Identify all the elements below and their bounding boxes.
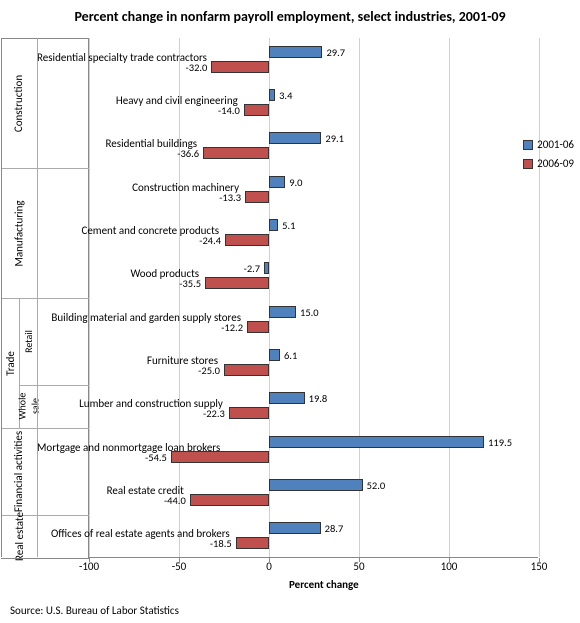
bar [269,46,322,58]
category-label: Mortgage and nonmortgage loan brokers [37,442,165,454]
value-label: 29.7 [326,46,345,59]
value-label: 29.1 [325,132,344,145]
bar [269,522,321,534]
gridline [89,38,90,557]
chart-container: Percent change in nonfarm payroll employ… [0,0,580,623]
bar [203,147,269,159]
legend-swatch-1 [523,140,533,150]
value-label: 6.1 [284,349,297,362]
bar [244,104,269,116]
bar [247,321,269,333]
legend-label-2: 2006-09 [537,157,574,170]
bar [205,277,269,289]
category-label: Furniture stores [37,355,218,367]
subsector-label: Retail [19,298,37,385]
category-label: Construction machinery [37,182,239,194]
legend-label-1: 2001-06 [537,138,574,151]
value-label: -2.7 [244,262,261,275]
x-tick-label: -50 [164,560,194,573]
sector-label: Construction [1,38,37,168]
category-label: Wood products [37,268,199,280]
bar [269,479,363,491]
bar [224,364,269,376]
bar [269,176,285,188]
bar [211,61,269,73]
value-label: 28.7 [325,522,344,535]
bar [264,262,269,274]
value-label: 119.5 [488,436,512,449]
sector-label: Real estate [1,515,37,558]
bar [269,132,321,144]
legend-swatch-2 [523,159,533,169]
plot-area: -100-50050100150Percent change29.7-32.0R… [88,38,538,558]
legend-item: 2006-09 [523,157,574,170]
gridline [449,38,450,557]
x-tick-label: 100 [434,560,464,573]
legend-item: 2001-06 [523,138,574,151]
bar [190,494,269,506]
gridline [179,38,180,557]
sector-label: Financial activities [1,428,37,515]
value-label: 9.0 [289,176,302,189]
category-label: Heavy and civil engineering [37,95,238,107]
value-label: 19.8 [309,392,328,405]
x-tick-label: 150 [524,560,554,573]
subsector-label: Wholesale [19,385,37,428]
bar [236,537,269,549]
category-label: Residential specialty trade contractors [37,52,205,64]
x-tick-label: 0 [254,560,284,573]
legend: 2001-06 2006-09 [523,138,574,176]
chart-title: Percent change in nonfarm payroll employ… [0,8,580,25]
x-axis-label: Percent change [289,578,359,591]
bar [269,392,305,404]
sector-label: Manufacturing [1,168,37,298]
bar [245,191,269,203]
x-tick-label: 50 [344,560,374,573]
value-label: 52.0 [367,479,386,492]
bar [269,349,280,361]
category-label: Offices of real estate agents and broker… [37,528,230,540]
bar [269,89,275,101]
value-label: 15.0 [300,306,319,319]
category-label: Residential buildings [37,138,197,150]
value-label: 5.1 [282,219,295,232]
gridline [539,38,540,557]
bar [269,436,484,448]
bar [269,306,296,318]
x-tick-label: -100 [74,560,104,573]
category-label: Cement and concrete products [37,225,219,237]
bar [229,407,269,419]
category-label: Building material and garden supply stor… [37,312,241,324]
source-text: Source: U.S. Bureau of Labor Statistics [10,604,179,617]
category-label: Real estate credit [37,485,184,497]
bar [269,219,278,231]
bar [225,234,269,246]
value-label: 3.4 [279,89,292,102]
category-label: Lumber and construction supply [37,398,223,410]
